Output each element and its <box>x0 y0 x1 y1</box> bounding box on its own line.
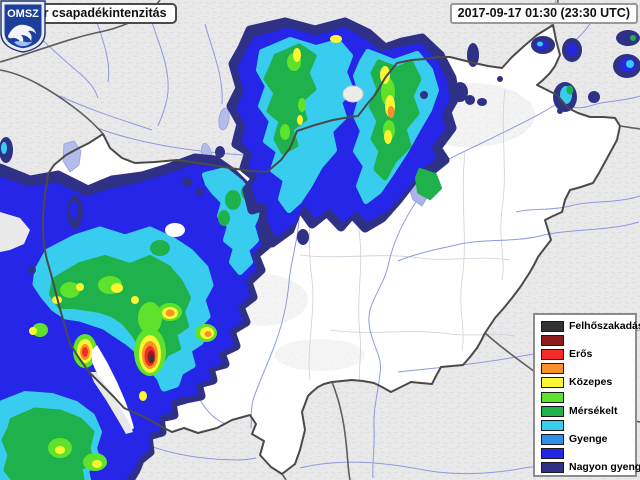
legend-swatch <box>541 334 564 346</box>
page-title: Radar csapadékintenzitás <box>13 6 167 20</box>
legend-label: Gyenge <box>569 433 608 446</box>
logo-text: OMSZ <box>7 8 39 20</box>
legend-label: Felhőszakadás <box>569 319 640 332</box>
radar-precipitation <box>0 17 640 480</box>
legend-item: Felhőszakadás <box>541 319 640 333</box>
logo-wave-base <box>14 41 33 47</box>
legend-swatch <box>541 391 564 403</box>
legend-label: Közepes <box>569 376 613 389</box>
legend-swatch <box>541 363 564 375</box>
logo-wave-icon <box>8 24 36 44</box>
legend-swatch <box>541 419 564 431</box>
legend-item: Gyenge <box>541 433 635 447</box>
legend-label: Mérsékelt <box>569 404 618 417</box>
intensity-legend: Felhőszakadás Erős Közepes <box>533 313 640 477</box>
legend-item: Nagyon gyenge <box>541 461 640 475</box>
rivers <box>17 0 640 479</box>
timestamp: 2017-09-17 01:30 (23:30 UTC) <box>457 6 630 20</box>
legend-item: Erős <box>541 347 635 361</box>
legend-item: Közepes <box>541 376 635 390</box>
legend-swatch <box>541 462 564 474</box>
legend-swatch <box>541 448 564 460</box>
legend-swatch <box>541 320 564 332</box>
legend-item <box>541 362 635 376</box>
legend-swatch <box>541 377 564 389</box>
legend-label: Erős <box>569 347 593 360</box>
legend-item: Mérsékelt <box>541 404 635 418</box>
timestamp-box: 2017-09-17 01:30 (23:30 UTC) <box>449 3 638 24</box>
legend-swatch <box>541 348 564 360</box>
legend-item <box>541 447 635 461</box>
legend-item <box>541 333 635 347</box>
legend-item <box>541 390 635 404</box>
legend-label: Nagyon gyenge <box>569 461 640 474</box>
legend-item <box>541 418 635 432</box>
title-box: Radar csapadékintenzitás <box>4 3 177 24</box>
omsz-logo: OMSZ <box>0 0 46 53</box>
legend-swatch <box>541 405 564 417</box>
legend-swatch <box>541 434 564 446</box>
hungary-border <box>42 24 621 475</box>
